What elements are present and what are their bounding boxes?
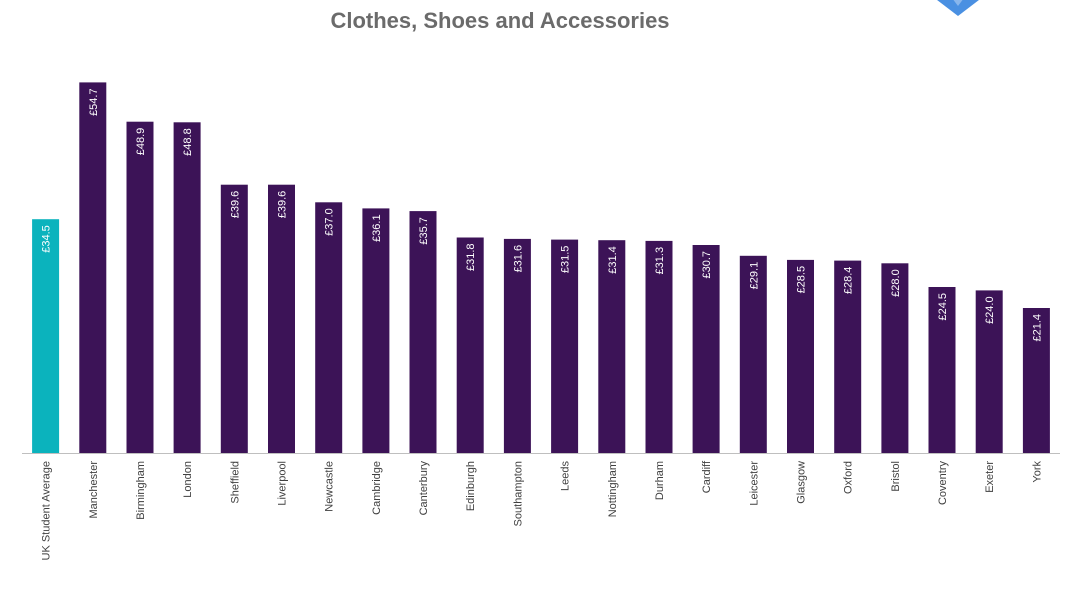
bar-uk-student-average [32, 219, 60, 453]
bar-birmingham [126, 121, 154, 453]
x-tick-label-edinburgh: Edinburgh [465, 461, 477, 511]
bar-canterbury [409, 211, 437, 453]
data-label-exeter: £24.0 [984, 296, 996, 324]
bar-southampton [503, 238, 531, 453]
bar-oxford [834, 260, 862, 453]
bar-exeter [975, 290, 1003, 453]
data-label-leicester: £29.1 [748, 262, 760, 290]
x-tick-label-bristol: Bristol [890, 461, 902, 492]
x-tick-label-oxford: Oxford [843, 461, 855, 494]
x-tick-labels: UK Student Average Manchester Birmingham Lo… [41, 460, 1044, 560]
bar-nottingham [598, 240, 626, 453]
data-label-canterbury: £35.7 [418, 217, 430, 245]
bar-coventry [928, 287, 956, 453]
bar-bristol [881, 263, 909, 453]
x-tick-label-manchester: Manchester [88, 461, 100, 519]
bar-newcastle [315, 202, 343, 453]
data-label-edinburgh: £31.8 [465, 244, 477, 272]
x-tick-label-cambridge: Cambridge [371, 461, 383, 515]
data-label-uk-student-average: £34.5 [41, 225, 53, 253]
bar-edinburgh [456, 237, 484, 453]
bar-leeds [551, 239, 579, 453]
bar-manchester [79, 82, 107, 454]
bar-sheffield [220, 184, 248, 453]
x-tick-label-newcastle: Newcastle [324, 461, 336, 512]
bars: £34.5 £54.7 £48.9 £48.8 £39.6 £39.6 £37.0 £36.1… [32, 82, 1050, 454]
data-label-durham: £31.3 [654, 247, 666, 275]
logo-icon [937, 0, 979, 16]
data-label-london: £48.8 [182, 128, 194, 156]
bar-glasgow [787, 259, 814, 453]
data-label-manchester: £54.7 [88, 88, 100, 116]
x-tick-label-durham: Durham [654, 461, 666, 500]
data-label-leeds: £31.5 [560, 246, 572, 274]
x-tick-label-york: York [1031, 461, 1043, 483]
data-label-sheffield: £39.6 [229, 191, 241, 219]
data-label-bristol: £28.0 [890, 269, 902, 297]
data-label-oxford: £28.4 [843, 267, 855, 295]
bar-leicester [739, 255, 767, 453]
x-tick-label-nottingham: Nottingham [607, 461, 619, 517]
x-tick-label-birmingham: Birmingham [135, 461, 147, 520]
data-label-southampton: £31.6 [512, 245, 524, 273]
x-tick-label-leicester: Leicester [748, 461, 760, 506]
x-tick-label-uk-student-average: UK Student Average [41, 461, 53, 560]
bar-york [1022, 308, 1050, 453]
x-tick-label-coventry: Coventry [937, 461, 949, 506]
bar-london [173, 122, 201, 454]
data-label-liverpool: £39.6 [277, 191, 289, 219]
data-label-newcastle: £37.0 [324, 208, 336, 236]
data-label-birmingham: £48.9 [135, 128, 147, 156]
x-tick-label-canterbury: Canterbury [418, 461, 430, 516]
chart-title: Clothes, Shoes and Accessories [330, 8, 670, 33]
data-label-nottingham: £31.4 [607, 246, 619, 274]
x-tick-label-sheffield: Sheffield [229, 461, 241, 504]
data-label-coventry: £24.5 [937, 293, 949, 321]
bar-liverpool [268, 184, 295, 453]
data-label-cardiff: £30.7 [701, 251, 713, 279]
bar-cardiff [692, 245, 720, 453]
x-tick-label-liverpool: Liverpool [277, 461, 289, 506]
data-label-glasgow: £28.5 [796, 266, 808, 294]
x-tick-label-glasgow: Glasgow [796, 461, 808, 504]
x-tick-label-london: London [182, 461, 194, 498]
x-tick-label-leeds: Leeds [560, 461, 572, 491]
data-label-cambridge: £36.1 [371, 214, 383, 242]
bar-cambridge [362, 208, 390, 453]
x-tick-label-southampton: Southampton [512, 461, 524, 526]
bar-durham [645, 240, 673, 453]
x-tick-label-cardiff: Cardiff [701, 460, 713, 493]
x-tick-label-exeter: Exeter [984, 461, 996, 493]
data-label-york: £21.4 [1031, 314, 1043, 342]
